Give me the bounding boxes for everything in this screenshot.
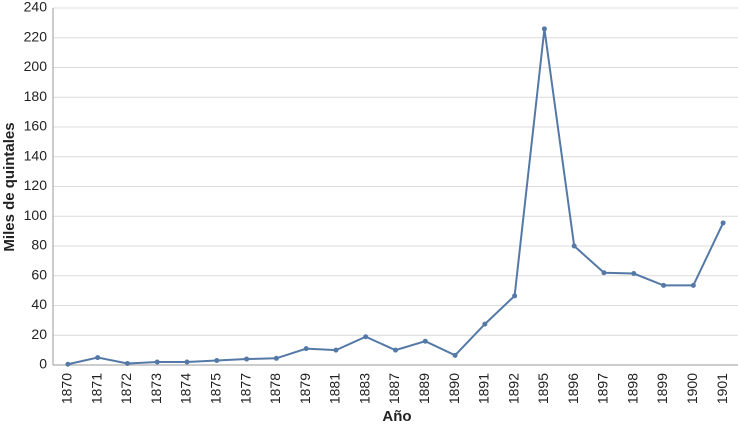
data-point — [541, 26, 547, 32]
data-point — [154, 359, 160, 365]
x-tick-label: 1871 — [88, 373, 104, 404]
data-point — [273, 355, 279, 361]
x-tick-label: 1883 — [356, 373, 372, 404]
x-tick-label: 1870 — [59, 373, 75, 404]
data-line — [67, 28, 725, 366]
x-tick-label: 1900 — [684, 373, 700, 404]
data-point — [393, 347, 398, 353]
data-point — [124, 361, 130, 367]
x-axis-title: Año — [382, 408, 411, 425]
y-tick-label: 200 — [24, 58, 48, 74]
x-tick-label: 1895 — [535, 373, 551, 404]
data-point — [571, 243, 577, 249]
x-tick-label: 1890 — [446, 373, 462, 404]
y-tick-label: 20 — [31, 326, 47, 342]
x-tick-label: 1892 — [505, 373, 521, 404]
data-point — [452, 352, 458, 358]
data-point — [363, 334, 369, 340]
x-tick-label: 1901 — [714, 373, 730, 404]
y-axis-title: Miles de quintales — [1, 122, 18, 251]
data-point — [65, 361, 71, 367]
data-point — [631, 271, 637, 277]
data-point — [601, 270, 607, 276]
y-tick-label: 240 — [24, 0, 48, 15]
data-point — [333, 347, 339, 353]
y-tick-label: 40 — [31, 296, 47, 312]
x-tick-label: 1896 — [565, 373, 581, 404]
y-tick-label: 120 — [24, 177, 48, 193]
y-tick-label: 0 — [39, 356, 47, 372]
data-point — [482, 321, 488, 327]
data-point — [422, 338, 428, 344]
x-tick-label: 1898 — [624, 373, 640, 404]
x-tick-label: 1877 — [237, 373, 253, 404]
x-tick-label: 1897 — [595, 373, 611, 404]
x-tick-label: 1878 — [267, 373, 283, 404]
x-tick-label: 1872 — [118, 373, 134, 404]
data-point — [512, 293, 518, 299]
y-tick-label: 220 — [24, 28, 48, 44]
y-tick-label: 180 — [24, 88, 48, 104]
y-tick-label: 100 — [24, 207, 48, 223]
x-tick-label: 1887 — [386, 373, 402, 404]
data-point — [303, 346, 309, 352]
y-tick-label: 80 — [31, 237, 47, 253]
x-tick-label: 1881 — [327, 373, 343, 404]
y-tick-label: 160 — [24, 118, 48, 134]
data-point — [184, 359, 190, 365]
x-tick-label: 1891 — [476, 373, 492, 404]
y-tick-label: 140 — [24, 147, 48, 163]
data-point — [720, 220, 726, 226]
x-tick-label: 1873 — [148, 373, 164, 404]
data-point — [244, 356, 250, 362]
x-tick-label: 1889 — [416, 373, 432, 404]
x-tick-label: 1875 — [208, 373, 224, 404]
x-tick-label: 1874 — [178, 373, 194, 404]
x-tick-label: 1879 — [297, 373, 313, 404]
data-point — [95, 355, 101, 361]
x-tick-label: 1899 — [654, 373, 670, 404]
data-point — [214, 358, 220, 364]
y-tick-label: 60 — [31, 266, 47, 282]
data-point — [661, 282, 667, 288]
data-point — [690, 282, 696, 288]
